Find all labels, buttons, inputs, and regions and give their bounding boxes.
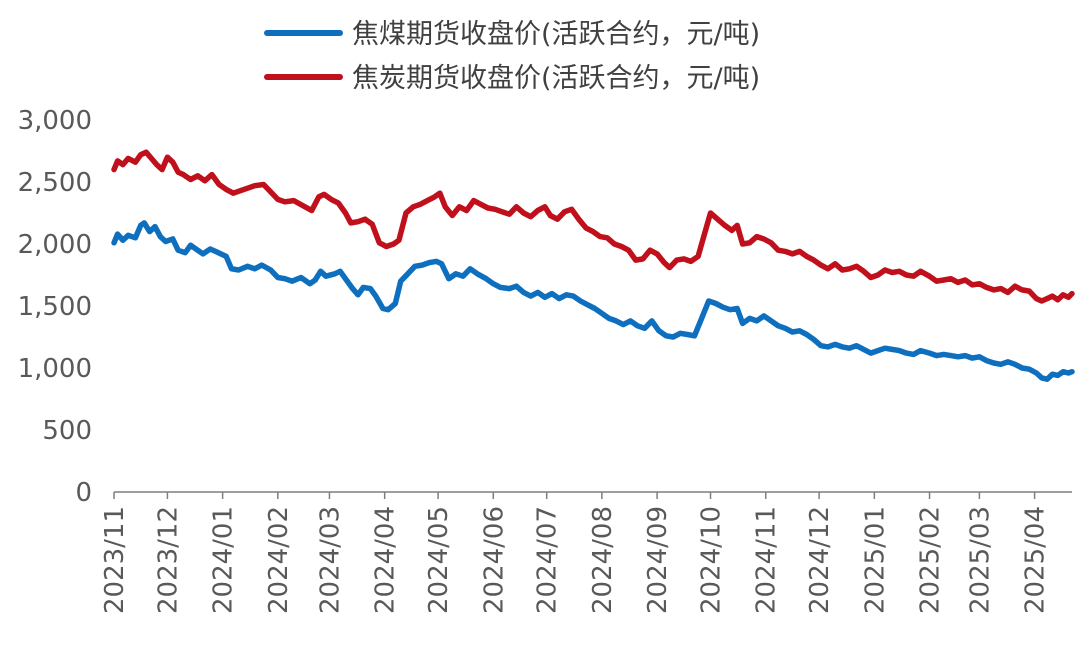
x-tick-label: 2024/11 <box>752 506 782 614</box>
x-axis: 2023/11 2023/12 2024/01 2024/02 2024/03 2024/… <box>100 491 1072 614</box>
y-tick-label: 1,000 <box>18 354 92 384</box>
x-tick-label: 2025/03 <box>965 506 995 614</box>
legend-label-coking-coal: 焦煤期货收盘价(活跃合约，元/吨) <box>352 19 760 50</box>
x-tick-label: 2025/02 <box>916 506 946 614</box>
x-tick-label: 2025/01 <box>860 506 890 614</box>
legend-label-coke: 焦炭期货收盘价(活跃合约，元/吨) <box>352 63 760 94</box>
x-tick-label: 2024/10 <box>697 506 727 614</box>
y-tick-label: 0 <box>75 478 92 508</box>
x-tick-label: 2024/02 <box>264 506 294 614</box>
plot-area <box>111 149 1075 382</box>
x-tick-label: 2024/09 <box>643 506 673 614</box>
y-axis: 0 500 1,000 1,500 2,000 2,500 3,000 <box>18 106 92 508</box>
x-tick-label: 2023/12 <box>153 506 183 614</box>
x-tick-label: 2024/05 <box>424 506 454 614</box>
coke-price-line <box>111 149 1075 304</box>
legend: 焦煤期货收盘价(活跃合约，元/吨) 焦炭期货收盘价(活跃合约，元/吨) <box>264 19 760 94</box>
y-tick-label: 2,000 <box>18 230 92 260</box>
x-tick-label: 2024/01 <box>209 506 239 614</box>
x-tick-label: 2024/03 <box>315 506 345 614</box>
y-tick-label: 2,500 <box>18 168 92 198</box>
y-tick-label: 500 <box>42 416 92 446</box>
x-tick-label: 2024/04 <box>371 506 401 614</box>
x-tick-label: 2023/11 <box>100 506 130 614</box>
x-tick-label: 2024/06 <box>479 506 509 614</box>
y-tick-label: 1,500 <box>18 292 92 322</box>
x-tick-label: 2024/12 <box>805 506 835 614</box>
x-tick-label: 2025/04 <box>1021 506 1051 614</box>
coking-coal-price-line <box>111 220 1075 382</box>
x-tick-label: 2024/07 <box>533 506 563 614</box>
x-tick-label: 2024/08 <box>588 506 618 614</box>
y-tick-label: 3,000 <box>18 106 92 136</box>
